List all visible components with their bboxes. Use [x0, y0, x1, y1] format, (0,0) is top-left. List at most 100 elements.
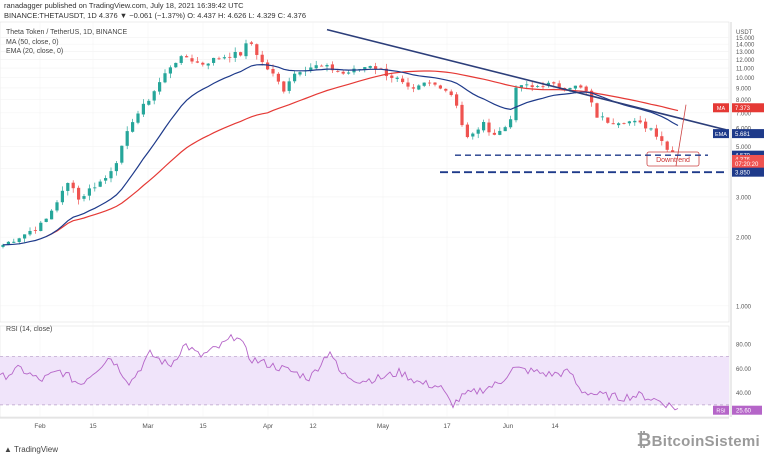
candle-body	[568, 87, 572, 90]
price-pane	[0, 21, 730, 323]
candle-body	[168, 67, 172, 74]
axis-label-tag-text: EMA	[715, 132, 727, 138]
candle-body	[525, 84, 529, 86]
ema-20-line	[2, 63, 679, 246]
axis-price-label: MA 7.373	[713, 103, 764, 113]
price-tick-label: 2.000	[736, 236, 752, 242]
candle-body	[460, 104, 464, 126]
candle-body	[114, 163, 118, 172]
candle-body	[573, 85, 577, 89]
candle-body	[98, 181, 102, 187]
candle-body	[314, 65, 318, 69]
candle-body	[287, 81, 291, 91]
candle-body	[44, 218, 48, 222]
candle-body	[390, 75, 394, 78]
candle-body	[444, 88, 448, 91]
publish-info: ranadagger published on TradingView.com,…	[4, 1, 244, 10]
candle-body	[363, 67, 367, 70]
candle-body	[55, 202, 59, 211]
axis-label-box	[732, 129, 764, 139]
candle-body	[136, 113, 140, 123]
candles	[1, 39, 680, 249]
axis-price-label: EMA 5.681	[713, 129, 764, 139]
candle-body	[228, 56, 232, 58]
candle-body	[222, 57, 226, 59]
rsi-tag	[713, 405, 729, 415]
candle-body	[104, 178, 108, 181]
price-tick-label: 9.000	[736, 86, 752, 92]
candle-body	[1, 244, 5, 247]
rsi-line	[0, 333, 679, 411]
candle-body	[120, 145, 124, 163]
downtrend-label: Downtrend	[656, 157, 690, 164]
candle-body	[665, 141, 669, 150]
candle-body	[233, 51, 237, 58]
candle-body	[487, 122, 491, 133]
tradingview-logo[interactable]: ▲ TradingView	[4, 445, 59, 454]
candle-body	[109, 171, 113, 179]
time-tick-label: Apr	[263, 423, 274, 430]
candle-body	[255, 44, 259, 55]
candle-body	[492, 132, 496, 135]
candle-body	[266, 62, 270, 70]
axis-label-box	[732, 159, 764, 169]
candle-body	[503, 127, 507, 132]
candle-body	[552, 82, 556, 84]
candle-body	[17, 238, 21, 242]
candle-body	[611, 123, 615, 125]
candle-body	[325, 65, 329, 67]
axis-label-value: 5.681	[735, 132, 751, 138]
symbol-info: BINANCE:THETAUSDT, 1D 4.376 ▼ −0.061 (−1…	[4, 11, 307, 20]
candle-body	[449, 91, 453, 96]
candle-body	[622, 123, 626, 124]
price-tick-label: 10.000	[736, 76, 755, 82]
candle-body	[579, 85, 583, 88]
candle-body	[617, 123, 621, 126]
candle-body	[12, 241, 16, 243]
axis-label-value: 07:20:20	[735, 162, 759, 168]
rsi-value-text: 25.60	[736, 408, 752, 414]
candle-body	[152, 91, 156, 101]
axis-label-tag	[713, 129, 729, 139]
candle-body	[260, 54, 264, 63]
candle-body	[282, 81, 286, 92]
rsi-value-box	[732, 405, 762, 415]
rsi-tick-label: 40.00	[736, 391, 752, 397]
price-tick-label: 12.000	[736, 58, 755, 64]
candle-body	[87, 188, 91, 196]
time-tick-label: Mar	[142, 423, 154, 430]
candle-body	[606, 117, 610, 123]
axis-label-value: 3.850	[735, 170, 751, 176]
candle-body	[320, 65, 324, 67]
candle-body	[438, 85, 442, 89]
legend-title: Theta Token / TetherUS, 1D, BINANCE	[6, 29, 128, 36]
watermark: ₿BitcoinSistemi	[636, 430, 760, 450]
time-tick-label: Feb	[34, 423, 46, 430]
candle-body	[428, 82, 432, 84]
candle-body	[293, 73, 297, 82]
axis-label-box	[732, 167, 764, 177]
candle-body	[384, 68, 388, 77]
candle-body	[530, 85, 534, 88]
candle-body	[455, 94, 459, 106]
candle-body	[557, 83, 561, 89]
candle-body	[660, 136, 664, 141]
time-tick-label: 15	[89, 423, 97, 430]
candle-body	[93, 187, 97, 189]
rsi-tick-label: 80.00	[736, 343, 752, 349]
candle-body	[141, 103, 145, 115]
candle-body	[50, 210, 54, 220]
candle-body	[66, 183, 70, 191]
candle-body	[39, 222, 43, 231]
candle-body	[298, 72, 302, 75]
candle-body	[433, 82, 437, 85]
candle-body	[638, 120, 642, 123]
rsi-band	[0, 356, 729, 405]
price-tick-label: 1.000	[736, 304, 752, 310]
legend-rsi: RSI (14, close)	[6, 326, 53, 333]
candle-body	[482, 121, 486, 131]
time-tick-label: 14	[551, 423, 559, 430]
candle-body	[330, 64, 334, 71]
